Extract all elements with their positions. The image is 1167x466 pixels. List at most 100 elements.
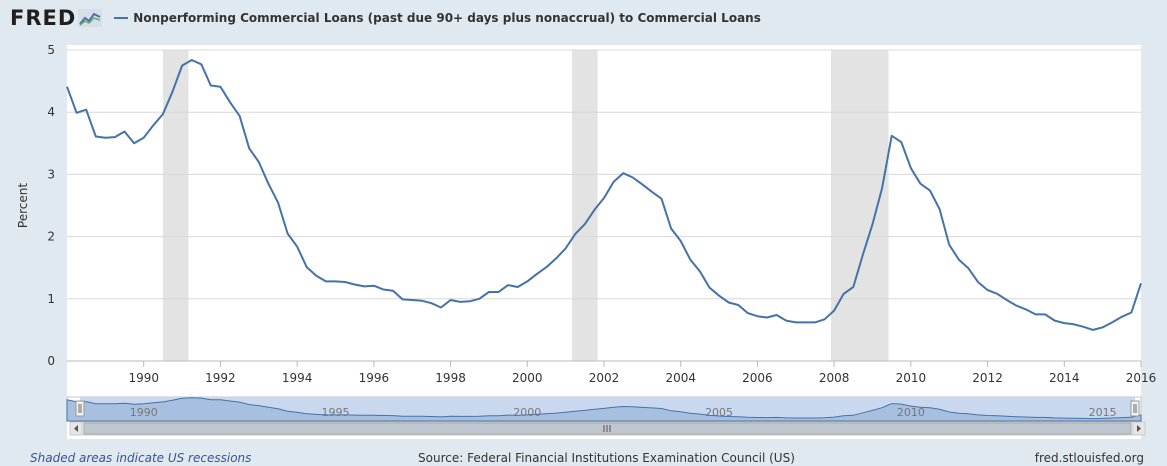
data-point	[889, 134, 893, 138]
data-point	[343, 280, 347, 284]
data-point	[957, 257, 961, 261]
data-point	[1129, 310, 1133, 314]
data-point	[554, 256, 558, 260]
data-point	[813, 320, 817, 324]
recession-band	[572, 50, 598, 361]
data-point	[688, 257, 692, 261]
data-point	[1005, 298, 1009, 302]
data-point	[842, 292, 846, 296]
data-point	[209, 83, 213, 87]
legend-label: Nonperforming Commercial Loans (past due…	[133, 11, 761, 25]
data-point	[161, 112, 165, 116]
data-point	[1052, 318, 1056, 322]
data-point	[170, 89, 174, 93]
data-point	[774, 313, 778, 317]
x-tick-label: 2002	[589, 371, 620, 385]
data-point	[314, 274, 318, 278]
data-point	[870, 222, 874, 226]
navigator-handle[interactable]	[75, 400, 85, 417]
source-note: Source: Federal Financial Institutions E…	[418, 451, 795, 465]
data-point	[372, 284, 376, 288]
data-point	[352, 282, 356, 286]
data-point	[1091, 328, 1095, 332]
navigator-tick-label: 2000	[513, 406, 541, 419]
data-point	[640, 182, 644, 186]
x-tick-label: 2010	[896, 371, 927, 385]
series-legend[interactable]: Nonperforming Commercial Loans (past due…	[114, 11, 761, 25]
y-tick-label: 1	[47, 292, 55, 306]
data-point	[621, 171, 625, 175]
data-point	[1110, 320, 1114, 324]
data-point	[765, 315, 769, 319]
navigator-tick-label: 2005	[705, 406, 733, 419]
logo-graph-icon	[78, 9, 103, 27]
data-point	[247, 146, 251, 150]
data-point	[544, 265, 548, 269]
data-point	[1014, 303, 1018, 307]
site-link[interactable]: fred.stlouisfed.org	[1034, 451, 1144, 465]
y-tick-label: 4	[47, 105, 55, 119]
data-point	[142, 136, 146, 140]
fred-logo[interactable]: FRED	[10, 6, 103, 30]
data-point	[937, 207, 941, 211]
y-tick-label: 5	[47, 43, 55, 57]
data-point	[257, 160, 261, 164]
data-point	[487, 290, 491, 294]
data-point	[631, 175, 635, 179]
y-tick-label: 2	[47, 230, 55, 244]
data-point	[74, 111, 78, 115]
data-point	[276, 200, 280, 204]
data-point	[94, 134, 98, 138]
data-point	[1033, 312, 1037, 316]
data-point	[496, 290, 500, 294]
data-point	[65, 84, 69, 88]
chevron-right-icon	[1137, 425, 1141, 432]
x-tick-label: 2014	[1049, 371, 1080, 385]
data-point	[679, 239, 683, 243]
navigator-handle[interactable]	[1130, 400, 1140, 417]
data-point	[976, 280, 980, 284]
data-point	[439, 305, 443, 309]
plot-area-background	[67, 45, 1141, 439]
data-point	[305, 265, 309, 269]
data-point	[851, 285, 855, 289]
data-point	[228, 100, 232, 104]
data-point	[199, 62, 203, 66]
navigator-tick-label: 1995	[322, 406, 350, 419]
data-point	[602, 196, 606, 200]
data-point	[1062, 321, 1066, 325]
x-tick-label: 1990	[128, 371, 159, 385]
data-point	[707, 285, 711, 289]
data-point	[400, 297, 404, 301]
data-point	[132, 141, 136, 145]
data-point	[525, 279, 529, 283]
data-point	[918, 182, 922, 186]
data-point	[880, 186, 884, 190]
data-point	[113, 135, 117, 139]
data-point	[84, 108, 88, 112]
data-point	[794, 320, 798, 324]
data-point	[1043, 312, 1047, 316]
y-axis-label: Percent	[16, 183, 30, 228]
data-point	[381, 287, 385, 291]
data-point	[1120, 315, 1124, 319]
data-point	[1024, 307, 1028, 311]
data-point	[736, 303, 740, 307]
x-tick-label: 1992	[205, 371, 236, 385]
data-point	[468, 299, 472, 303]
y-tick-label: 0	[47, 354, 55, 368]
data-point	[1072, 322, 1076, 326]
x-tick-label: 2008	[819, 371, 850, 385]
data-point	[717, 293, 721, 297]
data-point	[1139, 281, 1143, 285]
data-point	[899, 140, 903, 144]
data-point	[861, 252, 865, 256]
data-point	[333, 279, 337, 283]
data-point	[928, 188, 932, 192]
data-point	[659, 196, 663, 200]
recession-band	[830, 50, 889, 361]
data-point	[650, 190, 654, 194]
x-tick-label: 2016	[1126, 371, 1157, 385]
data-point	[746, 311, 750, 315]
